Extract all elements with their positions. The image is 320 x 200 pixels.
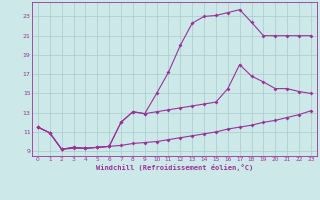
X-axis label: Windchill (Refroidissement éolien,°C): Windchill (Refroidissement éolien,°C) [96, 164, 253, 171]
